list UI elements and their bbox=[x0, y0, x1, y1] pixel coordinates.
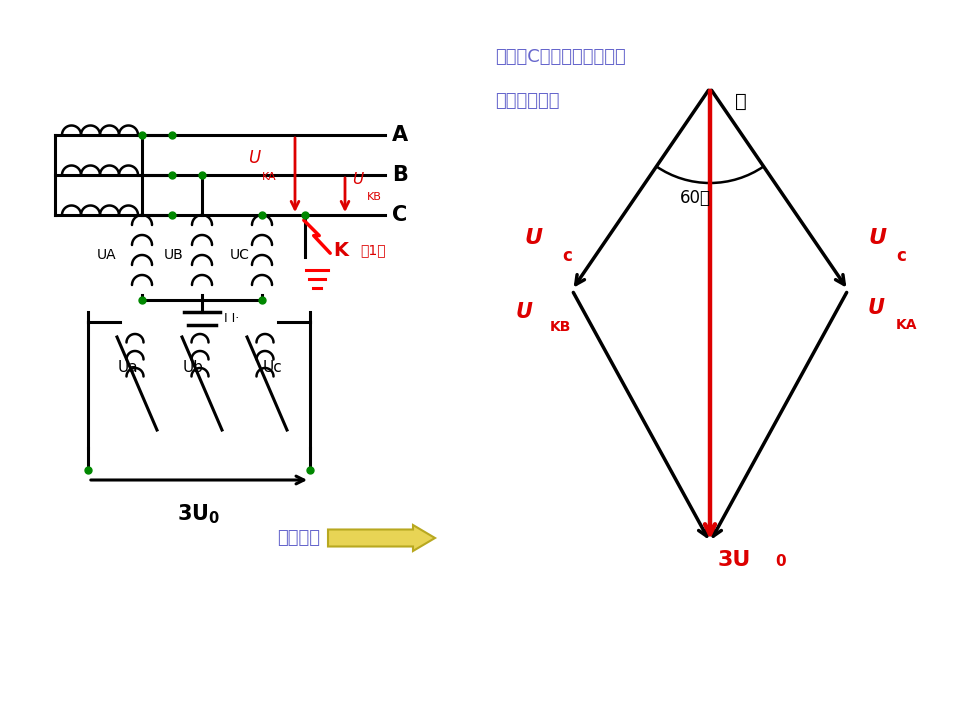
Text: U: U bbox=[868, 298, 885, 318]
Text: U: U bbox=[868, 228, 886, 248]
Text: Uc: Uc bbox=[263, 360, 283, 375]
Text: 🔊: 🔊 bbox=[735, 92, 747, 111]
Text: （1）: （1） bbox=[360, 243, 386, 257]
Text: UA: UA bbox=[97, 248, 117, 262]
Text: Ua: Ua bbox=[118, 360, 138, 375]
Text: KB: KB bbox=[367, 192, 382, 202]
Text: C: C bbox=[392, 205, 407, 225]
Text: A: A bbox=[392, 125, 408, 145]
Text: c: c bbox=[896, 247, 906, 265]
Text: U: U bbox=[248, 149, 260, 167]
Text: U: U bbox=[525, 228, 543, 248]
Text: B: B bbox=[392, 165, 408, 185]
Text: $\mathbf{3U_0}$: $\mathbf{3U_0}$ bbox=[178, 502, 221, 526]
Text: c: c bbox=[562, 247, 572, 265]
Text: 3U: 3U bbox=[718, 550, 752, 570]
Text: UB: UB bbox=[164, 248, 184, 262]
Text: 下面是C相单相接地短路时: 下面是C相单相接地短路时 bbox=[495, 48, 626, 66]
Text: 零序电压: 零序电压 bbox=[277, 529, 320, 547]
Text: I I·: I I· bbox=[224, 312, 239, 325]
Text: Ub: Ub bbox=[182, 360, 204, 375]
Text: U: U bbox=[352, 172, 363, 187]
Text: KA: KA bbox=[896, 318, 918, 332]
Text: 电压相量图：: 电压相量图： bbox=[495, 92, 560, 110]
Text: K: K bbox=[333, 240, 348, 259]
Text: KA: KA bbox=[262, 172, 276, 182]
Text: UC: UC bbox=[230, 248, 250, 262]
FancyArrow shape bbox=[328, 525, 435, 551]
Text: KB: KB bbox=[550, 320, 571, 334]
Text: 60度: 60度 bbox=[680, 189, 711, 207]
Text: 0: 0 bbox=[775, 554, 785, 569]
Text: U: U bbox=[516, 302, 533, 322]
